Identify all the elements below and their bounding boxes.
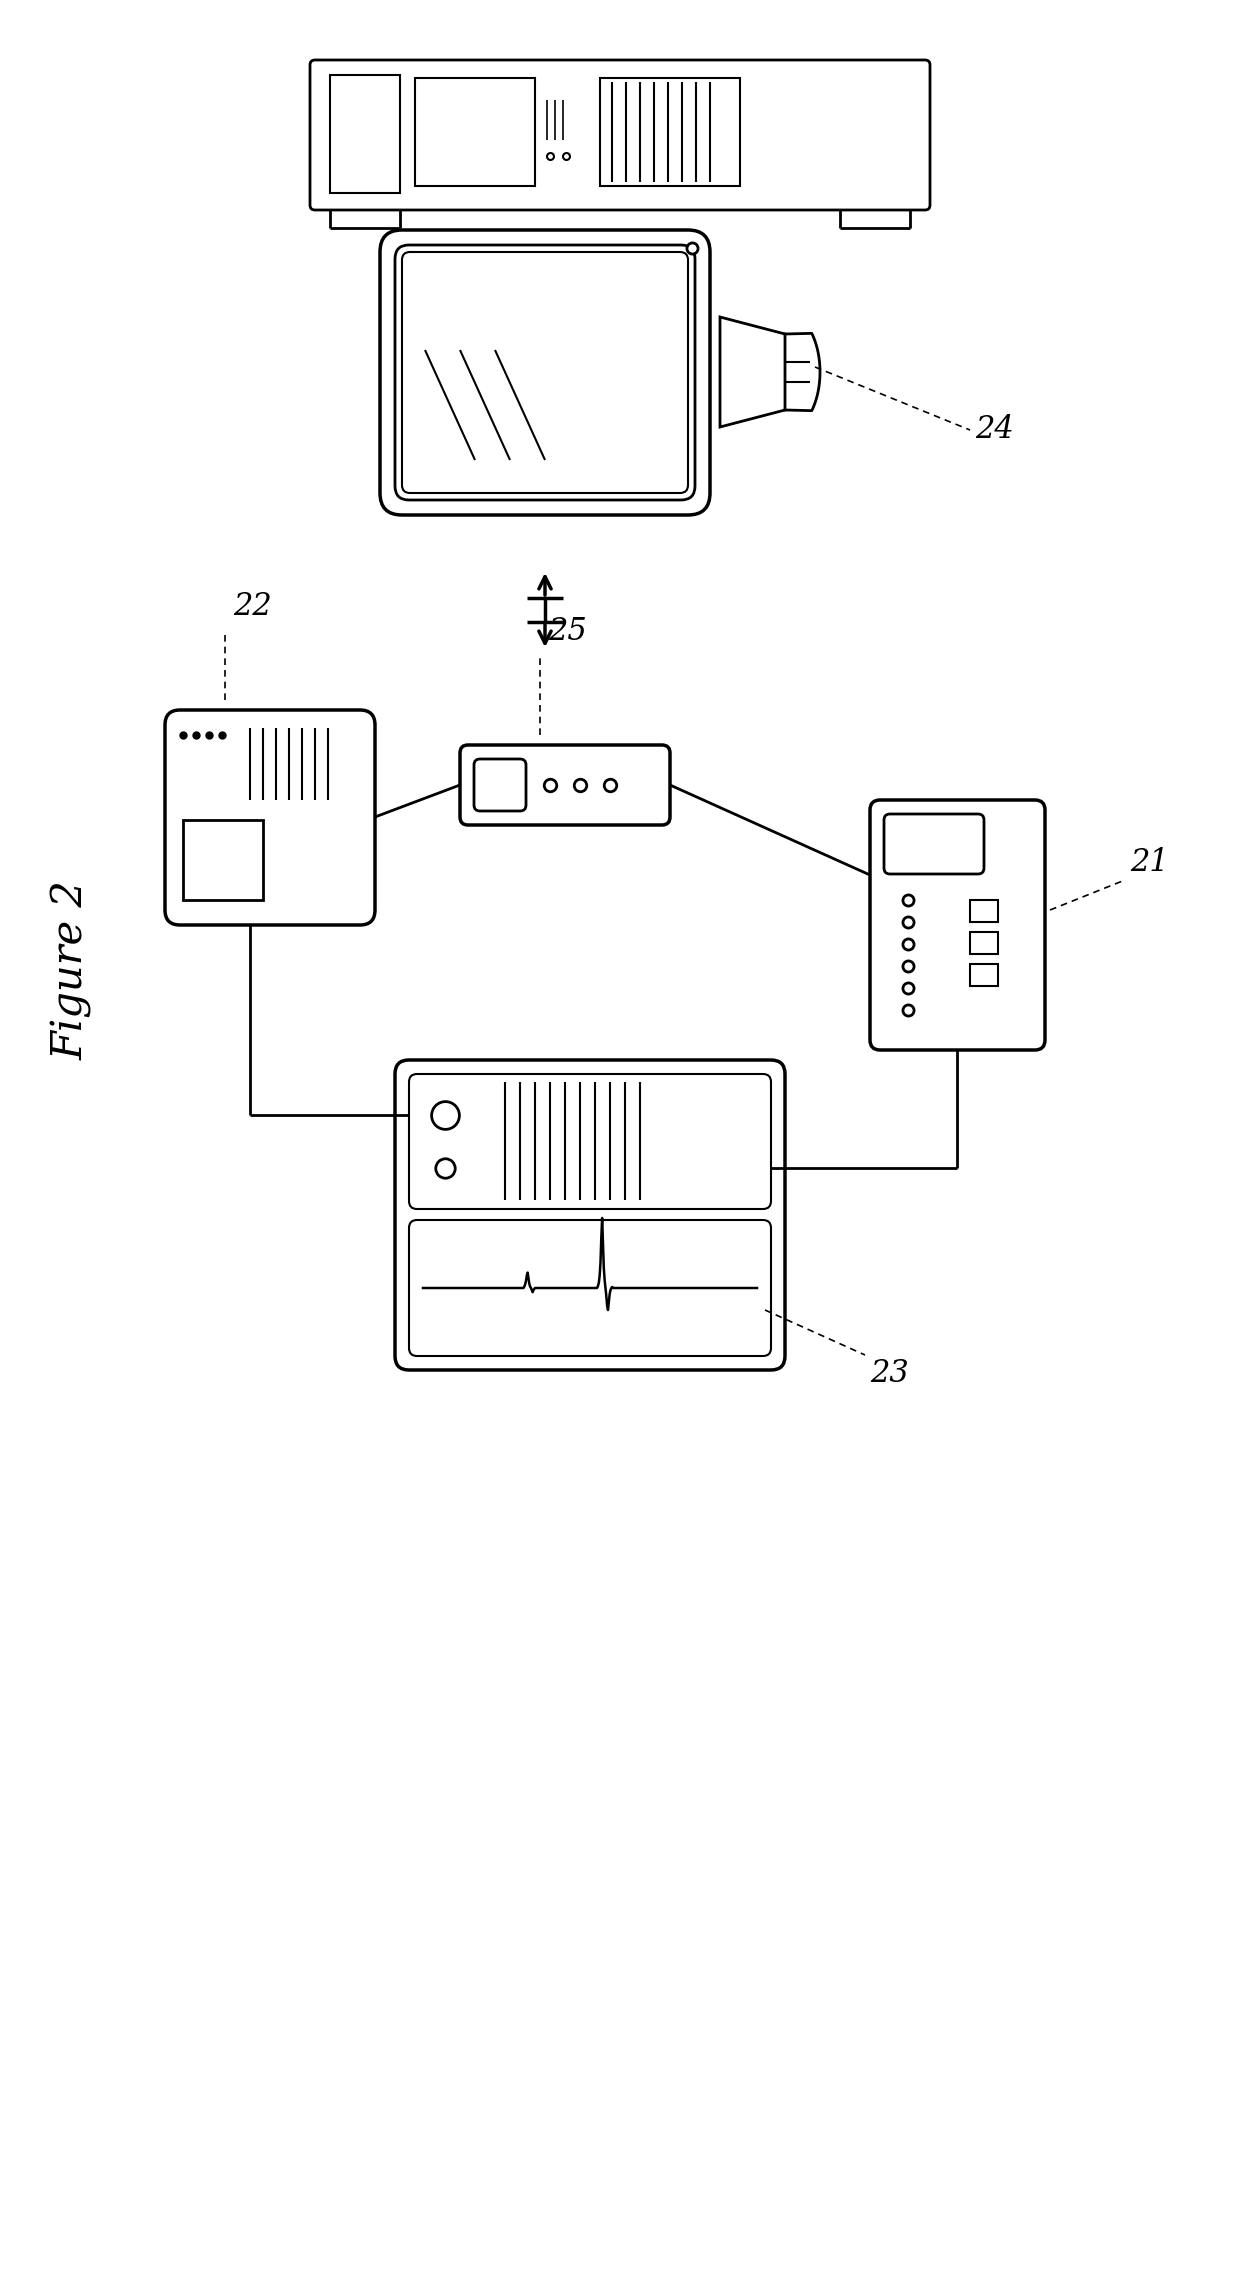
Bar (330, 75, 401, 193)
Text: 22: 22 (233, 590, 272, 622)
FancyBboxPatch shape (409, 1074, 771, 1210)
FancyBboxPatch shape (870, 799, 1045, 1051)
Bar (970, 933, 998, 953)
FancyBboxPatch shape (474, 758, 526, 810)
FancyBboxPatch shape (310, 59, 930, 211)
Text: 23: 23 (870, 1357, 909, 1389)
FancyBboxPatch shape (379, 229, 711, 515)
FancyBboxPatch shape (460, 745, 670, 824)
FancyBboxPatch shape (396, 245, 694, 499)
FancyBboxPatch shape (409, 1219, 771, 1355)
Bar (600, 77, 740, 186)
FancyBboxPatch shape (165, 711, 374, 924)
Text: 21: 21 (1130, 847, 1169, 878)
Text: 24: 24 (975, 415, 1014, 445)
Text: 25: 25 (548, 615, 587, 647)
FancyBboxPatch shape (402, 252, 688, 493)
FancyBboxPatch shape (396, 1060, 785, 1371)
Bar (415, 77, 534, 186)
FancyBboxPatch shape (884, 815, 985, 874)
Bar (970, 965, 998, 985)
Bar (970, 899, 998, 922)
Bar (184, 819, 263, 899)
Text: Figure 2: Figure 2 (51, 881, 93, 1060)
